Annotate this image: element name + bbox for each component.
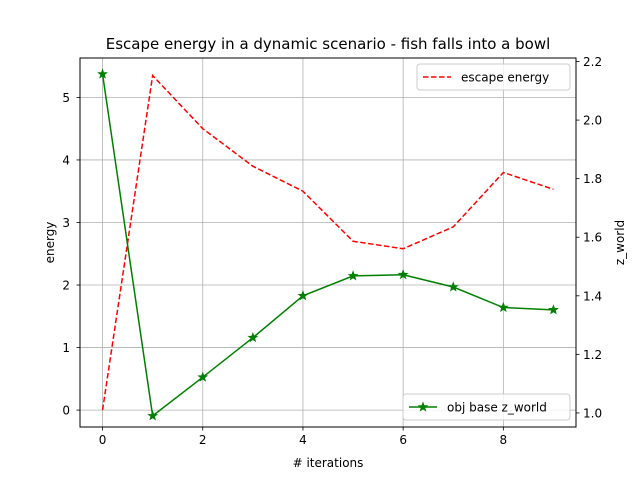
y-axis-label-right: z_world: [613, 220, 627, 265]
y-tick-label-left: 4: [62, 153, 70, 167]
data-point-star: [497, 301, 509, 313]
y-tick-label-right: 1.8: [583, 172, 602, 186]
y-tick-label-left: 1: [62, 341, 70, 355]
series-line-escape-energy: [101, 73, 554, 411]
y-tick-label-left: 2: [62, 279, 70, 293]
y-tick-label-right: 1.2: [583, 348, 602, 362]
grid: [80, 58, 576, 427]
x-tick-label: 2: [199, 433, 207, 447]
series-line-obj-base-z-world: [101, 74, 554, 418]
data-point-star: [97, 68, 108, 79]
x-tick-label: 0: [99, 433, 107, 447]
data-point-star: [397, 269, 409, 280]
legend-label-escape-energy: escape energy: [461, 71, 549, 85]
legends: escape energy obj base z_world: [402, 63, 571, 421]
legend-label-obj-base-z-world: obj base z_world: [447, 401, 547, 415]
y-tick-label-right: 1.6: [583, 231, 602, 245]
data-point-star: [347, 270, 359, 281]
legend-box-obj-base-z-world: [402, 393, 571, 421]
x-axis-label: # iterations: [293, 456, 364, 470]
x-tick-label: 4: [299, 433, 307, 447]
legend-marker-obj-base-z-world: [417, 401, 429, 412]
data-point-star: [297, 290, 309, 301]
data-point-star: [147, 410, 159, 421]
legend-box-escape-energy: [416, 63, 571, 91]
y-tick-label-right: 1.0: [583, 406, 602, 420]
data-point-star: [247, 332, 259, 343]
y-tick-label-left: 5: [62, 91, 70, 105]
y-tick-label-right: 2.2: [583, 55, 602, 69]
y-axis-label-left: energy: [43, 222, 57, 264]
axes: 0 2 4 6 8 0 1 2 3 4 5 1.0 1.2 1.4 1.6 1.8 2.0 2.2: [62, 55, 602, 447]
y-tick-label-left: 0: [62, 404, 70, 418]
y-tick-label-left: 3: [62, 216, 70, 230]
y-tick-label-right: 2.0: [583, 114, 602, 128]
y-tick-label-right: 1.4: [583, 289, 602, 303]
plot-frame: [79, 57, 577, 428]
data-point-star: [548, 304, 559, 315]
x-tick-label: 8: [500, 433, 508, 447]
series-layer: [97, 68, 559, 421]
chart-title: Escape energy in a dynamic scenario - fi…: [106, 35, 551, 53]
data-point-star: [447, 281, 459, 292]
data-point-star: [197, 371, 209, 382]
x-tick-label: 6: [399, 433, 407, 447]
